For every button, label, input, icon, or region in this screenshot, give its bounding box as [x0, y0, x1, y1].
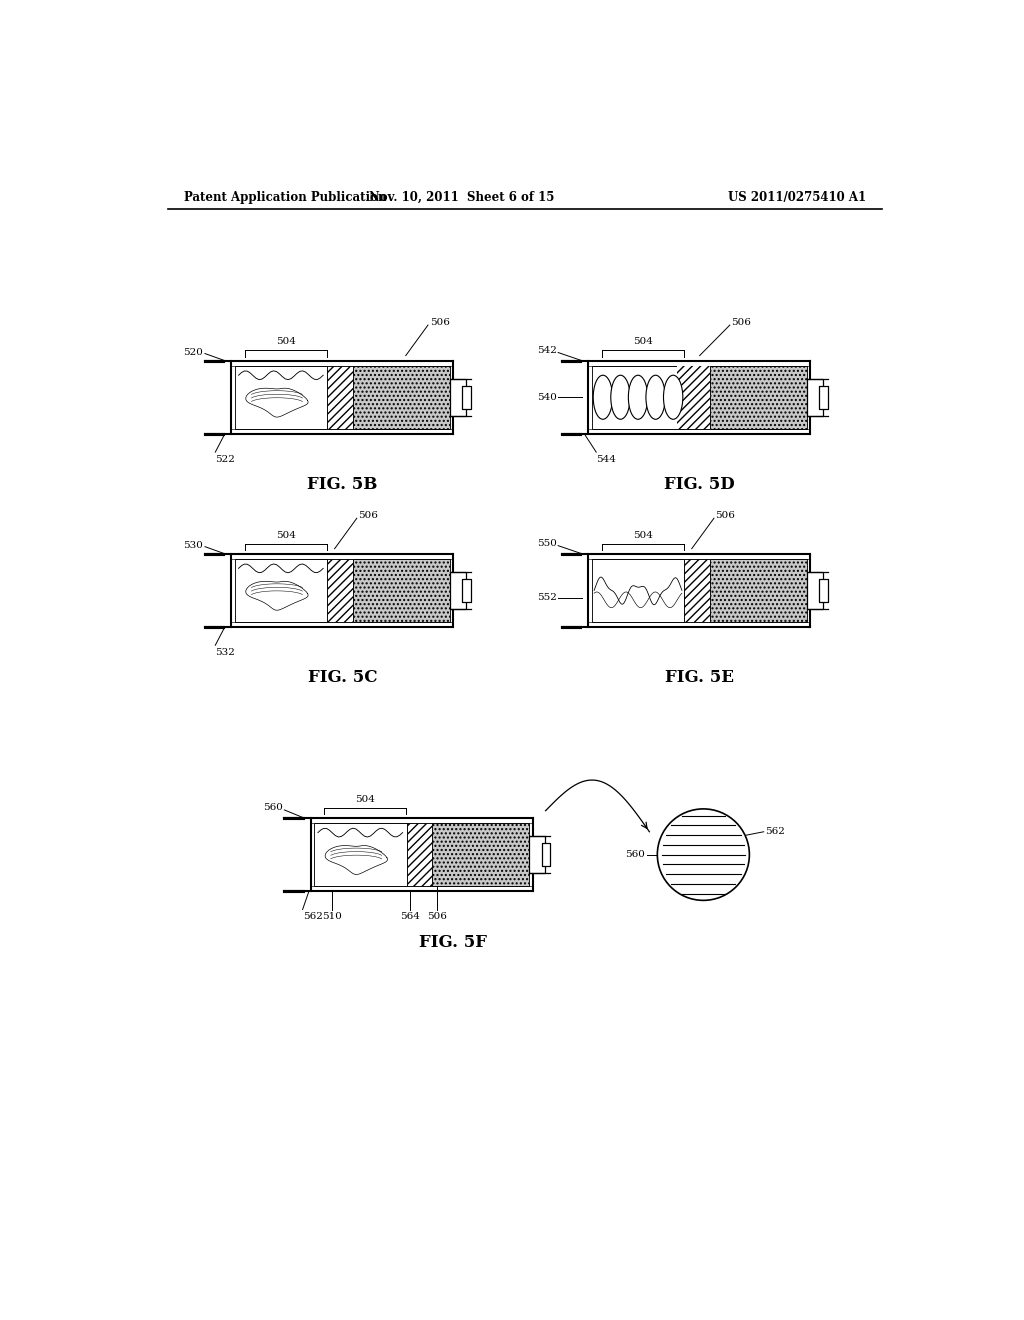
- Bar: [529, 837, 545, 873]
- Text: 504: 504: [633, 338, 652, 346]
- Bar: [314, 824, 529, 886]
- Polygon shape: [246, 388, 308, 417]
- Bar: [450, 572, 466, 609]
- Bar: [711, 558, 807, 622]
- Text: 506: 506: [358, 511, 378, 520]
- Bar: [819, 385, 828, 409]
- Text: 562: 562: [303, 912, 323, 921]
- Ellipse shape: [664, 375, 683, 420]
- Text: 552: 552: [537, 593, 556, 602]
- Text: 520: 520: [183, 348, 204, 356]
- Text: Nov. 10, 2011  Sheet 6 of 15: Nov. 10, 2011 Sheet 6 of 15: [369, 190, 554, 203]
- Text: 544: 544: [596, 455, 616, 463]
- Bar: [711, 366, 807, 429]
- Bar: [407, 824, 432, 886]
- Bar: [328, 366, 353, 429]
- Text: FIG. 5B: FIG. 5B: [307, 477, 378, 494]
- Bar: [592, 366, 807, 429]
- Text: Patent Application Publication: Patent Application Publication: [183, 190, 386, 203]
- Text: FIG. 5D: FIG. 5D: [664, 477, 735, 494]
- Text: 504: 504: [355, 795, 375, 804]
- Text: 504: 504: [275, 531, 296, 540]
- Bar: [462, 385, 471, 409]
- Text: 510: 510: [322, 912, 342, 921]
- Bar: [432, 824, 529, 886]
- Ellipse shape: [646, 375, 666, 420]
- Text: 530: 530: [183, 541, 204, 550]
- Text: FIG. 5E: FIG. 5E: [665, 669, 734, 686]
- Text: US 2011/0275410 A1: US 2011/0275410 A1: [728, 190, 866, 203]
- Polygon shape: [325, 846, 387, 875]
- Text: 506: 506: [430, 318, 450, 326]
- Bar: [592, 366, 684, 429]
- Bar: [819, 578, 828, 602]
- Text: 506: 506: [716, 511, 735, 520]
- Text: 540: 540: [537, 393, 556, 401]
- Polygon shape: [246, 581, 308, 610]
- Bar: [353, 366, 450, 429]
- Text: 550: 550: [537, 539, 556, 548]
- Bar: [807, 379, 822, 416]
- Bar: [677, 366, 711, 429]
- Text: FIG. 5F: FIG. 5F: [420, 933, 487, 950]
- Bar: [592, 558, 807, 622]
- Text: 506: 506: [427, 912, 446, 921]
- Ellipse shape: [657, 809, 750, 900]
- Bar: [328, 558, 353, 622]
- Bar: [450, 379, 466, 416]
- Text: 564: 564: [400, 912, 420, 921]
- Text: 560: 560: [626, 850, 645, 859]
- Text: 504: 504: [275, 338, 296, 346]
- Bar: [234, 366, 328, 429]
- Bar: [353, 558, 450, 622]
- Text: 532: 532: [215, 648, 236, 657]
- Bar: [234, 558, 328, 622]
- Text: 504: 504: [633, 531, 652, 540]
- Ellipse shape: [629, 375, 647, 420]
- Ellipse shape: [593, 375, 612, 420]
- Text: 522: 522: [215, 455, 236, 463]
- Bar: [462, 578, 471, 602]
- Bar: [234, 366, 450, 429]
- Text: 542: 542: [537, 346, 556, 355]
- Text: 506: 506: [731, 318, 752, 326]
- Bar: [592, 558, 684, 622]
- Bar: [542, 843, 551, 866]
- Text: 560: 560: [263, 804, 283, 812]
- Bar: [684, 558, 711, 622]
- Bar: [234, 558, 450, 622]
- Text: FIG. 5C: FIG. 5C: [307, 669, 377, 686]
- Text: 562: 562: [765, 828, 785, 837]
- Bar: [684, 366, 711, 429]
- Ellipse shape: [610, 375, 630, 420]
- Bar: [314, 824, 407, 886]
- Bar: [807, 572, 822, 609]
